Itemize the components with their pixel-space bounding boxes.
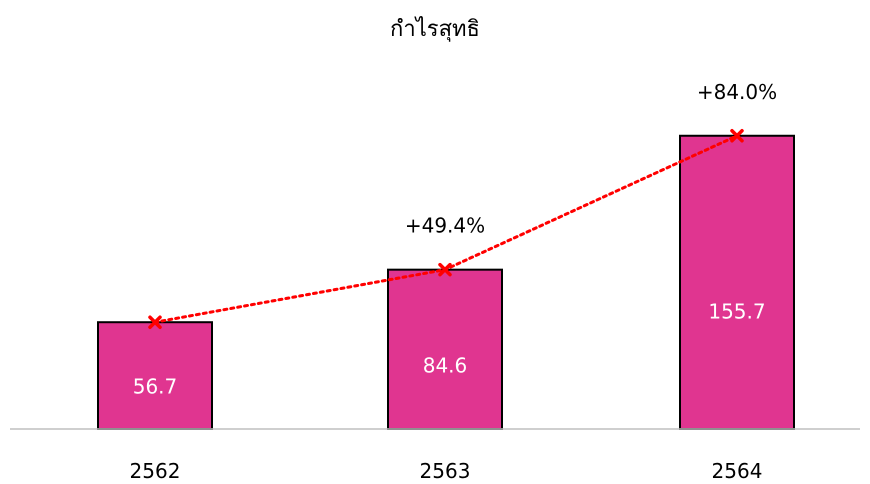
value-label-2564: 155.7 [708, 300, 765, 324]
growth-label-2564: +84.0% [697, 80, 777, 104]
x-tick-label-2562: 2562 [130, 459, 181, 483]
bar-2564 [679, 134, 795, 430]
trend-marker-2562 [148, 315, 162, 329]
value-label-2562: 56.7 [133, 374, 178, 398]
growth-label-2563: +49.4% [405, 214, 485, 238]
value-label-2563: 84.6 [423, 353, 468, 377]
bar-2562 [97, 321, 213, 430]
x-tick-label-2563: 2563 [420, 459, 471, 483]
x-tick-label-2564: 2564 [712, 459, 763, 483]
chart-title: กำไรสุทธิ [390, 16, 480, 42]
trend-marker-2563 [438, 262, 452, 277]
bar-2563 [387, 268, 503, 431]
trend-marker-2564 [730, 129, 744, 143]
